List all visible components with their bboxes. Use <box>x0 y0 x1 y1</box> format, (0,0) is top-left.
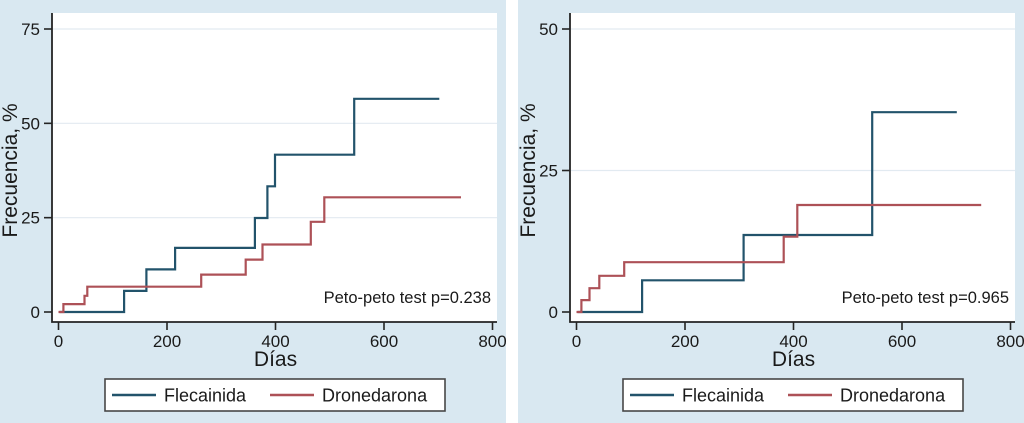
x-tick-label-200: 200 <box>671 332 699 351</box>
p-value-annotation: Peto-peto test p=0.238 <box>324 289 491 307</box>
x-tick-label-400: 400 <box>261 332 289 351</box>
legend: Flecainida Dronedarona <box>622 378 964 412</box>
x-tick-label-600: 600 <box>370 332 398 351</box>
x-tick-label-0: 0 <box>572 332 581 351</box>
x-tick-label-600: 600 <box>888 332 916 351</box>
flecainida-curve <box>577 111 957 314</box>
legend-label-dronedarona: Dronedarona <box>322 385 428 405</box>
y-tick-label-50: 50 <box>539 20 558 39</box>
panel-right: 0 25 50 0 200 400 600 800 Peto-peto test p=0.965… <box>518 0 1024 423</box>
axis-spines <box>51 13 497 323</box>
flecainida-curve <box>59 97 440 314</box>
y-axis-title: Frecuencia, % <box>518 103 540 237</box>
dronedarona-curve <box>576 203 982 314</box>
dronedarona-curve <box>58 196 461 314</box>
y-tick-label-0: 0 <box>549 303 558 322</box>
legend: Flecainida Dronedarona <box>104 378 446 412</box>
p-value-annotation: Peto-peto test p=0.965 <box>842 289 1009 307</box>
y-tick-label-75: 75 <box>21 20 40 39</box>
y-tick-label-25: 25 <box>21 209 40 228</box>
chart-svg-1: 0 25 50 0 200 400 600 800 Peto-peto test p=0.965… <box>518 0 1024 423</box>
y-axis-title: Frecuencia, % <box>0 103 22 237</box>
plot-area <box>570 13 1015 322</box>
chart-svg-0: 0 25 50 75 0 200 400 600 800 Peto-peto test p=0.2… <box>0 0 506 423</box>
y-tick-label-25: 25 <box>539 161 558 180</box>
y-tick-label-50: 50 <box>21 114 40 133</box>
legend-label-dronedarona: Dronedarona <box>840 385 946 405</box>
legend-label-flecainida: Flecainida <box>164 385 247 405</box>
x-axis-title: Días <box>772 348 815 371</box>
x-axis-title: Días <box>254 348 297 371</box>
legend-label-flecainida: Flecainida <box>682 385 765 405</box>
x-tick-label-200: 200 <box>153 332 181 351</box>
axis-spines <box>569 13 1015 323</box>
x-tick-label-800: 800 <box>996 332 1024 351</box>
x-tick-label-0: 0 <box>54 332 63 351</box>
y-tick-label-0: 0 <box>31 303 40 322</box>
x-tick-label-800: 800 <box>478 332 506 351</box>
panel-left: 0 25 50 75 0 200 400 600 800 Peto-peto test p=0.2… <box>0 0 506 423</box>
x-tick-label-400: 400 <box>779 332 807 351</box>
